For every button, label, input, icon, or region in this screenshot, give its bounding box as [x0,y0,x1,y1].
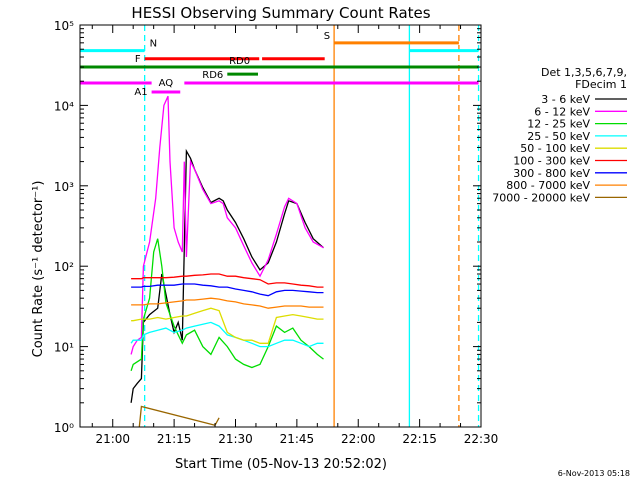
y-tick-label: 10³ [54,180,74,194]
x-tick-label-21-45: 21:45 [280,432,315,446]
footer-timestamp: 6-Nov-2013 05:18 [558,469,630,478]
x-tick-label-21-30: 21:30 [218,432,253,446]
series-12-25-kev [130,238,324,372]
legend-header-1: Det 1,3,5,6,7,9, [541,66,627,79]
flag-label-rd0: RD0 [229,56,250,67]
legend-label-3-6-kev: 3 - 6 keV [541,93,590,106]
series-50-100-kev [131,307,324,344]
x-axis-label: Start Time (05-Nov-13 20:52:02) [175,457,387,472]
x-tick-label-22-15: 22:15 [402,432,437,446]
y-tick-label: 10⁰ [54,421,74,435]
legend-header-2: FDecim 1 [575,78,627,91]
x-tick-label-22-30: 22:30 [464,432,499,446]
y-tick-label: 10⁴ [54,99,74,113]
legend-label-800-7000-kev: 800 - 7000 keV [506,179,590,192]
legend-label-100-300-kev: 100 - 300 keV [513,155,590,168]
plot-frame [79,24,482,428]
legend-label-50-100-kev: 50 - 100 keV [520,142,590,155]
x-tick-label-21-15: 21:15 [157,432,192,446]
legend-label-7000-20000-kev: 7000 - 20000 keV [492,191,590,204]
flag-label-n: N [150,39,157,50]
series-3-6-kev [130,148,324,403]
flag-label-f: F [135,54,141,65]
legend-label-25-50-kev: 25 - 50 keV [527,130,590,143]
legend-label-12-25-kev: 12 - 25 keV [527,118,590,131]
flag-label-rd6: RD6 [202,70,223,81]
plot-area: N S F RD0 RD6 AQ A1 [80,25,480,428]
axes: 21:00 21:15 21:30 21:45 22:00 22:15 22:30 10⁰ 10… [54,19,498,446]
series-6-12-kev [130,95,324,355]
series-300-800-kev [131,283,324,297]
flag-label-a1: A1 [134,87,147,98]
legend-label-300-800-kev: 300 - 800 keV [513,167,590,180]
series-100-300-kev [131,273,324,288]
series-7000-20000-kev [138,405,220,428]
series-25-50-kev [130,321,324,348]
flag-label-s: S [324,31,330,42]
series-800-7000-kev [131,297,324,309]
y-axis-label: Count Rate (s⁻¹ detector⁻¹) [31,181,46,358]
flag-label-aq: AQ [159,78,174,89]
legend-label-6-12-kev: 6 - 12 keV [534,105,590,118]
y-tick-label: 10² [54,260,74,274]
y-tick-label: 10⁵ [54,19,74,33]
x-tick-label-21-00: 21:00 [95,432,130,446]
y-tick-label: 10¹ [54,341,74,355]
x-tick-label-22-00: 22:00 [341,432,376,446]
chart-title: HESSI Observing Summary Count Rates [131,4,430,22]
